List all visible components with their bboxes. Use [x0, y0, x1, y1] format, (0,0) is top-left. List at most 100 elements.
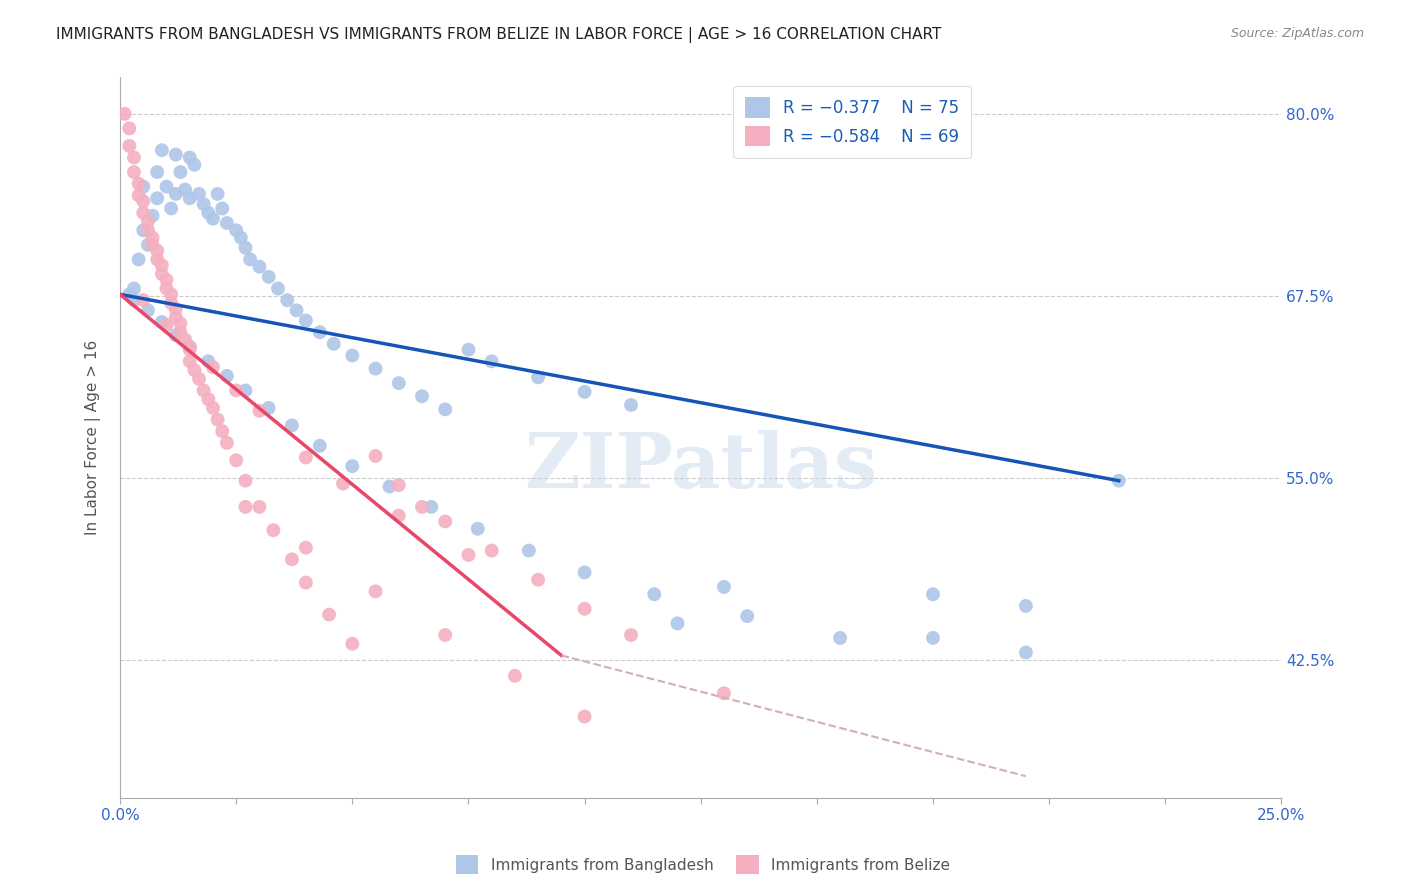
Point — [136, 214, 159, 228]
Point — [434, 628, 457, 642]
Point — [249, 404, 271, 418]
Point — [160, 202, 183, 216]
Point — [155, 179, 177, 194]
Point — [142, 230, 165, 244]
Point — [378, 479, 401, 493]
Point — [332, 476, 354, 491]
Point — [183, 158, 205, 172]
Point — [322, 336, 344, 351]
Legend: R = −0.377    N = 75, R = −0.584    N = 69: R = −0.377 N = 75, R = −0.584 N = 69 — [734, 86, 972, 158]
Point — [574, 602, 596, 616]
Point — [308, 325, 330, 339]
Point — [174, 182, 197, 196]
Point — [620, 398, 643, 412]
Point — [169, 325, 191, 339]
Point — [136, 303, 159, 318]
Point — [128, 177, 150, 191]
Point — [1108, 474, 1130, 488]
Point — [197, 354, 219, 368]
Point — [527, 370, 550, 384]
Point — [1015, 599, 1038, 613]
Point — [225, 223, 247, 237]
Point — [574, 709, 596, 723]
Point — [295, 450, 318, 465]
Point — [165, 301, 187, 316]
Point — [122, 151, 145, 165]
Point — [136, 223, 159, 237]
Point — [281, 418, 304, 433]
Text: Source: ZipAtlas.com: Source: ZipAtlas.com — [1230, 27, 1364, 40]
Point — [193, 197, 215, 211]
Point — [132, 293, 155, 308]
Point — [169, 317, 191, 331]
Point — [179, 340, 201, 354]
Point — [388, 508, 411, 523]
Point — [207, 186, 229, 201]
Point — [132, 206, 155, 220]
Point — [201, 360, 224, 375]
Point — [183, 363, 205, 377]
Point — [188, 186, 211, 201]
Point — [267, 281, 290, 295]
Point — [503, 669, 526, 683]
Point — [420, 500, 443, 514]
Point — [165, 310, 187, 325]
Point — [308, 439, 330, 453]
Point — [249, 260, 271, 274]
Point — [128, 252, 150, 267]
Point — [295, 313, 318, 327]
Point — [457, 343, 479, 357]
Point — [830, 631, 852, 645]
Point — [122, 281, 145, 295]
Point — [169, 165, 191, 179]
Point — [276, 293, 298, 308]
Point — [165, 328, 187, 343]
Point — [527, 573, 550, 587]
Point — [643, 587, 665, 601]
Point — [713, 686, 735, 700]
Point — [620, 628, 643, 642]
Point — [188, 372, 211, 386]
Point — [142, 238, 165, 252]
Point — [179, 191, 201, 205]
Point — [165, 147, 187, 161]
Point — [922, 587, 945, 601]
Point — [713, 580, 735, 594]
Point — [215, 435, 238, 450]
Point — [285, 303, 308, 318]
Point — [114, 107, 136, 121]
Point — [235, 241, 257, 255]
Point — [434, 515, 457, 529]
Point — [211, 424, 233, 438]
Point — [388, 376, 411, 391]
Point — [457, 548, 479, 562]
Point — [132, 223, 155, 237]
Point — [165, 186, 187, 201]
Point — [146, 191, 169, 205]
Point — [160, 287, 183, 301]
Point — [155, 273, 177, 287]
Point — [364, 584, 387, 599]
Point — [517, 543, 540, 558]
Point — [342, 349, 364, 363]
Point — [481, 354, 503, 368]
Point — [193, 384, 215, 398]
Point — [201, 401, 224, 415]
Point — [201, 211, 224, 226]
Point — [257, 269, 280, 284]
Point — [574, 566, 596, 580]
Point — [179, 354, 201, 368]
Point — [735, 609, 758, 624]
Point — [150, 258, 173, 272]
Point — [118, 121, 141, 136]
Point — [225, 453, 247, 467]
Point — [342, 637, 364, 651]
Point — [342, 459, 364, 474]
Point — [411, 389, 433, 403]
Point — [295, 541, 318, 555]
Point — [249, 500, 271, 514]
Text: IMMIGRANTS FROM BANGLADESH VS IMMIGRANTS FROM BELIZE IN LABOR FORCE | AGE > 16 C: IMMIGRANTS FROM BANGLADESH VS IMMIGRANTS… — [56, 27, 942, 43]
Point — [467, 522, 489, 536]
Point — [146, 165, 169, 179]
Point — [179, 151, 201, 165]
